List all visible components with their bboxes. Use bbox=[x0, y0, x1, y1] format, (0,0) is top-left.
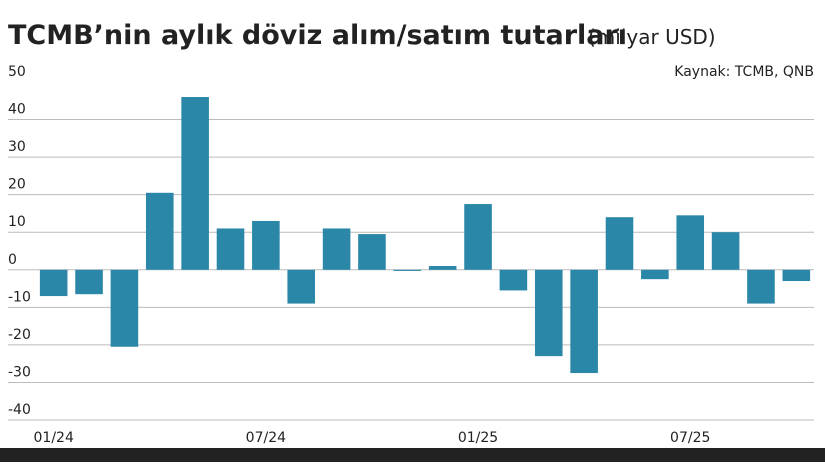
bar bbox=[464, 204, 492, 270]
bar bbox=[782, 269, 811, 282]
x-tick-label: 01/24 bbox=[34, 430, 74, 446]
source: Kaynak: TCMB, QNB bbox=[674, 64, 814, 80]
chart-title: TCMB’nin aylık döviz alım/satım tutarlar… bbox=[8, 20, 627, 51]
bar bbox=[499, 269, 528, 291]
bar bbox=[181, 97, 209, 270]
bar bbox=[605, 217, 634, 270]
y-tick-label: -10 bbox=[8, 289, 31, 305]
bar bbox=[676, 215, 705, 270]
y-tick-label: -40 bbox=[8, 402, 31, 418]
bar bbox=[110, 269, 139, 347]
bar bbox=[322, 228, 351, 270]
y-tick-label: 30 bbox=[8, 139, 26, 155]
bar bbox=[570, 269, 598, 374]
x-tick-label: 07/24 bbox=[246, 430, 286, 446]
bar bbox=[358, 234, 386, 270]
y-tick-label: 0 bbox=[8, 252, 17, 268]
y-tick-label: 40 bbox=[8, 102, 26, 118]
bar bbox=[534, 269, 563, 357]
bar bbox=[145, 192, 174, 270]
bar bbox=[393, 269, 422, 271]
y-tick-label: -30 bbox=[8, 364, 31, 380]
bar bbox=[711, 232, 740, 270]
bar bbox=[216, 228, 245, 270]
x-tick-label: 07/25 bbox=[670, 430, 710, 446]
bar bbox=[287, 269, 316, 304]
y-tick-label: 20 bbox=[8, 177, 26, 193]
y-tick-label: -20 bbox=[8, 327, 31, 343]
footer-band bbox=[0, 448, 825, 462]
bar bbox=[428, 266, 457, 270]
bar bbox=[641, 269, 669, 280]
x-tick-label: 01/25 bbox=[458, 430, 498, 446]
bar bbox=[252, 220, 280, 270]
bar bbox=[39, 269, 68, 297]
y-tick-label: 10 bbox=[8, 214, 26, 230]
bar bbox=[75, 269, 103, 295]
bar bbox=[747, 269, 775, 304]
chart-subtitle: (milyar USD) bbox=[588, 25, 716, 49]
y-tick-label: 50 bbox=[8, 64, 26, 80]
